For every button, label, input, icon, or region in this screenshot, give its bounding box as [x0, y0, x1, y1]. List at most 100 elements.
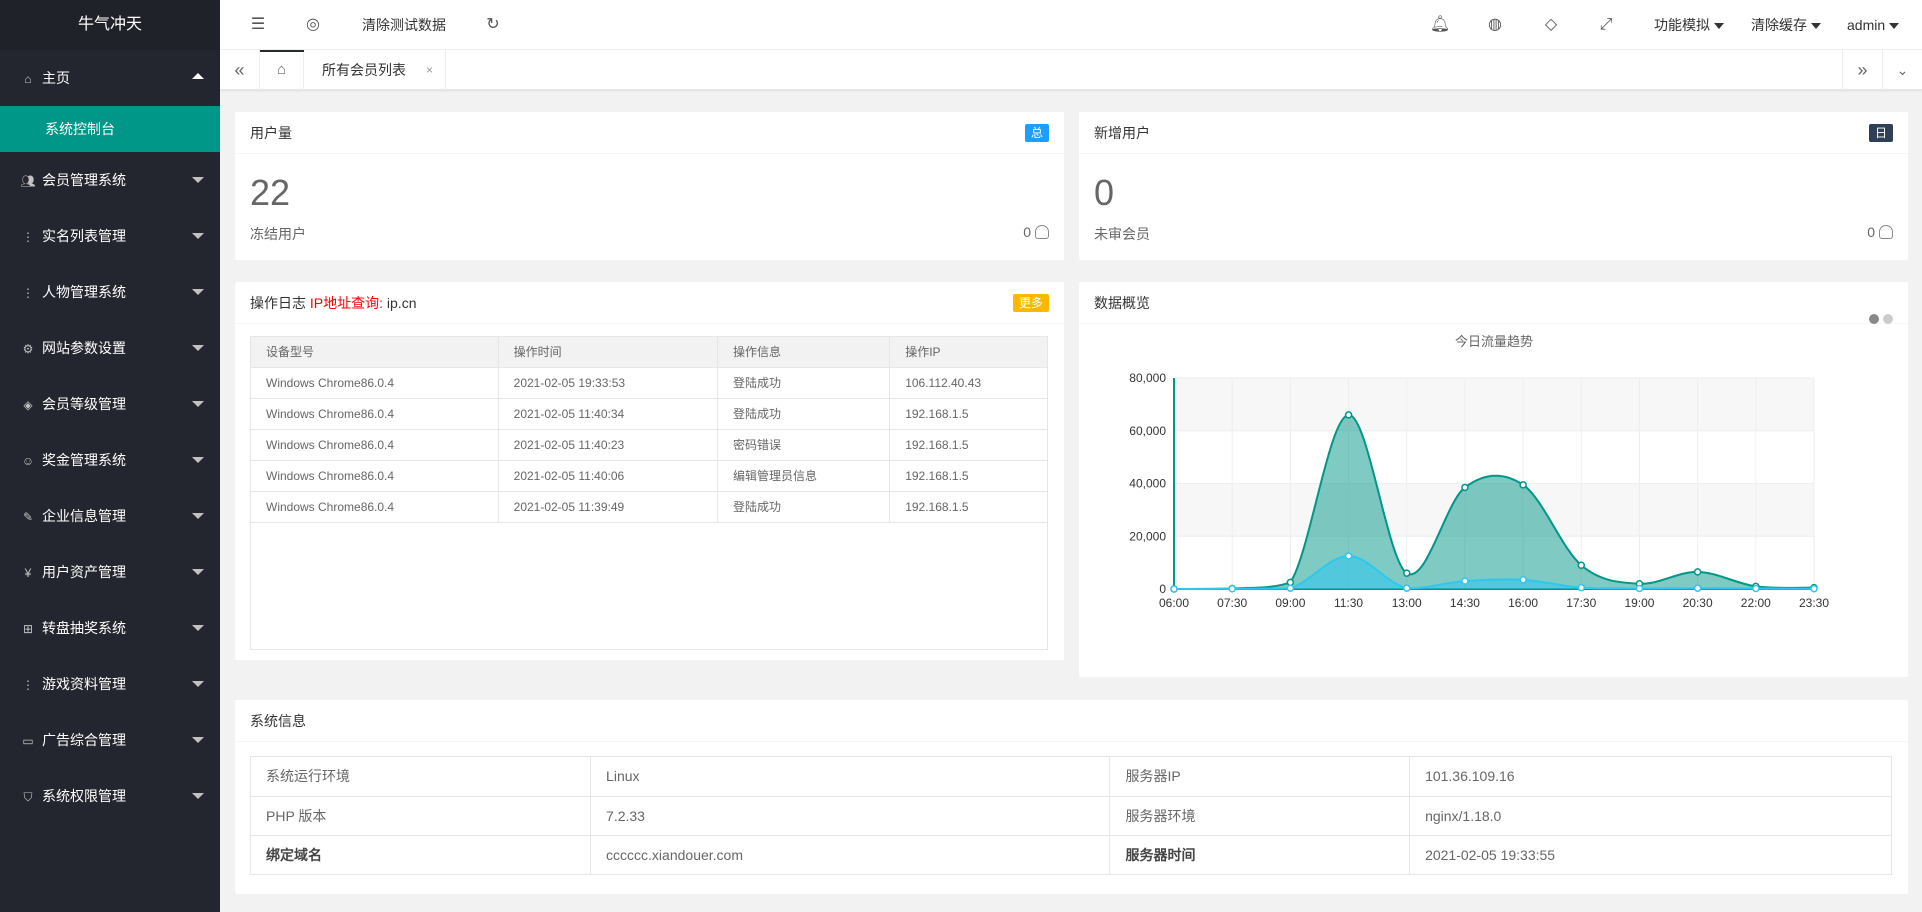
refresh-icon[interactable]: ↻	[486, 16, 500, 33]
data-point	[1577, 561, 1586, 570]
func-sim-menu[interactable]: 功能模拟	[1654, 0, 1724, 50]
x-tick-label: 17:30	[1566, 596, 1596, 610]
sidebar-item-label: 游戏资料管理	[42, 676, 126, 692]
pending-members-label: 未审会员	[1094, 226, 1150, 242]
table-row: Windows Chrome86.0.4 2021-02-05 19:33:53 登…	[251, 367, 1047, 399]
diamond-icon: ◈	[23, 398, 33, 412]
clear-test-data-button[interactable]: 清除测试数据	[362, 17, 446, 33]
pending-members-count: 0	[1867, 224, 1893, 240]
data-point	[1402, 584, 1411, 592]
table-cell: 登陆成功	[717, 398, 891, 430]
data-point	[1461, 483, 1469, 492]
x-tick-label: 13:00	[1392, 596, 1422, 610]
data-point	[1286, 584, 1295, 592]
table-cell: 密码错误	[717, 429, 891, 461]
fullscreen-icon[interactable]: ⤢	[1599, 16, 1613, 33]
x-tick-label: 07:30	[1217, 596, 1247, 610]
tab-home-icon[interactable]: ⌂	[260, 50, 304, 90]
frozen-users-label: 冻结用户	[250, 226, 306, 242]
chart-title: 今日流量趋势	[1455, 334, 1533, 349]
y-tick-label: 80,000	[1129, 371, 1166, 385]
scroll-right-icon[interactable]: »	[1842, 50, 1882, 90]
frozen-users-value: 0	[1023, 224, 1031, 240]
data-point	[1228, 584, 1236, 593]
sidebar-item[interactable]: ☺ 奖金管理系统	[0, 432, 220, 488]
data-point	[1461, 577, 1469, 585]
more-button[interactable]: 更多	[1012, 294, 1049, 312]
column-header: 操作信息	[717, 337, 891, 368]
sidebar-item-label: 会员管理系统	[42, 172, 126, 188]
menu-toggle-icon[interactable]: ☰	[250, 16, 266, 33]
chevron-down-icon	[192, 513, 204, 519]
caret-down-icon	[1889, 23, 1900, 30]
x-tick-label: 16:00	[1508, 596, 1538, 610]
user-count-value: 22	[250, 172, 291, 213]
table-row: 绑定域名 cccccc.xiandouer.com 服务器时间 2021-02-05 …	[251, 835, 1891, 874]
caret-down-icon	[1811, 23, 1821, 30]
table-cell: 2021-02-05 11:39:49	[498, 491, 719, 523]
more-icon: ⋮	[22, 286, 34, 300]
sidebar-item-home[interactable]: ⌂ 主页	[0, 50, 220, 106]
table-row: 系统运行环境 Linux 服务器IP 101.36.109.16	[251, 757, 1891, 797]
ip-query-link[interactable]: ip.cn	[386, 295, 417, 311]
sidebar-subitem-console[interactable]: 系统控制台	[0, 106, 220, 152]
data-point	[1635, 584, 1644, 593]
chevron-down-icon	[192, 289, 204, 295]
table-cell: 192.168.1.5	[889, 398, 1047, 430]
clear-cache-menu[interactable]: 清除缓存	[1751, 0, 1821, 50]
table-cell: 登陆成功	[717, 367, 891, 399]
column-header: 操作IP	[889, 337, 1047, 368]
user-menu[interactable]: admin	[1847, 0, 1900, 50]
bell-icon[interactable]: 🔔︎	[1429, 16, 1451, 33]
carousel-dot[interactable]	[1883, 314, 1893, 324]
sidebar-item[interactable]: ⊞ 转盘抽奖系统	[0, 600, 220, 656]
table-row: Windows Chrome86.0.4 2021-02-05 11:39:49 登…	[251, 491, 1047, 523]
sidebar-item[interactable]: ⋮ 实名列表管理	[0, 208, 220, 264]
chevron-down-icon	[192, 569, 204, 575]
table-row: Windows Chrome86.0.4 2021-02-05 11:40:34 登…	[251, 398, 1047, 430]
sidebar-item[interactable]: ⋮ 人物管理系统	[0, 264, 220, 320]
table-row: PHP 版本 7.2.33 服务器环境 nginx/1.18.0	[251, 796, 1891, 836]
sidebar-item[interactable]: ✎ 企业信息管理	[0, 488, 220, 544]
table-cell: Windows Chrome86.0.4	[251, 367, 499, 399]
palette-icon[interactable]: ◍	[1488, 16, 1502, 33]
x-tick-label: 22:00	[1741, 596, 1771, 610]
card-title: 系统信息	[250, 713, 306, 729]
tag-icon[interactable]: ◇	[1544, 16, 1558, 33]
chevron-down-icon[interactable]: ⌄	[1882, 50, 1922, 90]
sidebar-item[interactable]: 👥︎ 会员管理系统	[0, 152, 220, 208]
x-tick-label: 11:30	[1334, 596, 1363, 610]
sidebar-item[interactable]: ⚙ 网站参数设置	[0, 320, 220, 376]
sidebar-item[interactable]: ⋮ 游戏资料管理	[0, 656, 220, 712]
new-users-value: 0	[1094, 172, 1115, 213]
sidebar-item-label: 企业信息管理	[42, 508, 126, 524]
logo: 牛气冲天	[0, 0, 220, 50]
username: admin	[1847, 17, 1886, 33]
x-tick-label: 09:00	[1275, 596, 1305, 610]
rmb-icon: ¥	[24, 566, 32, 580]
sidebar-item[interactable]: ¥ 用户资产管理	[0, 544, 220, 600]
table-cell: 服务器环境	[1109, 796, 1411, 836]
chevron-down-icon	[192, 681, 204, 687]
data-point	[1577, 583, 1586, 592]
sidebar-item[interactable]: ⛉ 系统权限管理	[0, 768, 220, 824]
table-cell: 2021-02-05 19:33:53	[498, 367, 719, 399]
table-cell: Linux	[590, 757, 1111, 797]
frozen-users-count: 0	[1023, 224, 1049, 240]
user-icon	[1035, 225, 1049, 239]
tab-member-list[interactable]: 所有会员列表 ×	[304, 50, 446, 90]
data-point	[1344, 552, 1353, 560]
carousel-dot[interactable]	[1869, 314, 1879, 324]
chevron-down-icon	[192, 233, 204, 239]
sidebar-item[interactable]: ▭ 广告综合管理	[0, 712, 220, 768]
sidebar-item[interactable]: ◈ 会员等级管理	[0, 376, 220, 432]
table-cell: Windows Chrome86.0.4	[251, 460, 499, 492]
scroll-left-icon[interactable]: «	[220, 50, 260, 90]
chevron-down-icon	[192, 345, 204, 351]
globe-icon[interactable]: ◎	[306, 16, 320, 33]
table-cell: 2021-02-05 19:33:55	[1425, 846, 1556, 863]
data-point	[1344, 411, 1353, 419]
card-title: 数据概览	[1094, 295, 1150, 311]
carousel-indicator[interactable]	[1865, 298, 1893, 340]
close-icon[interactable]: ×	[425, 63, 433, 77]
